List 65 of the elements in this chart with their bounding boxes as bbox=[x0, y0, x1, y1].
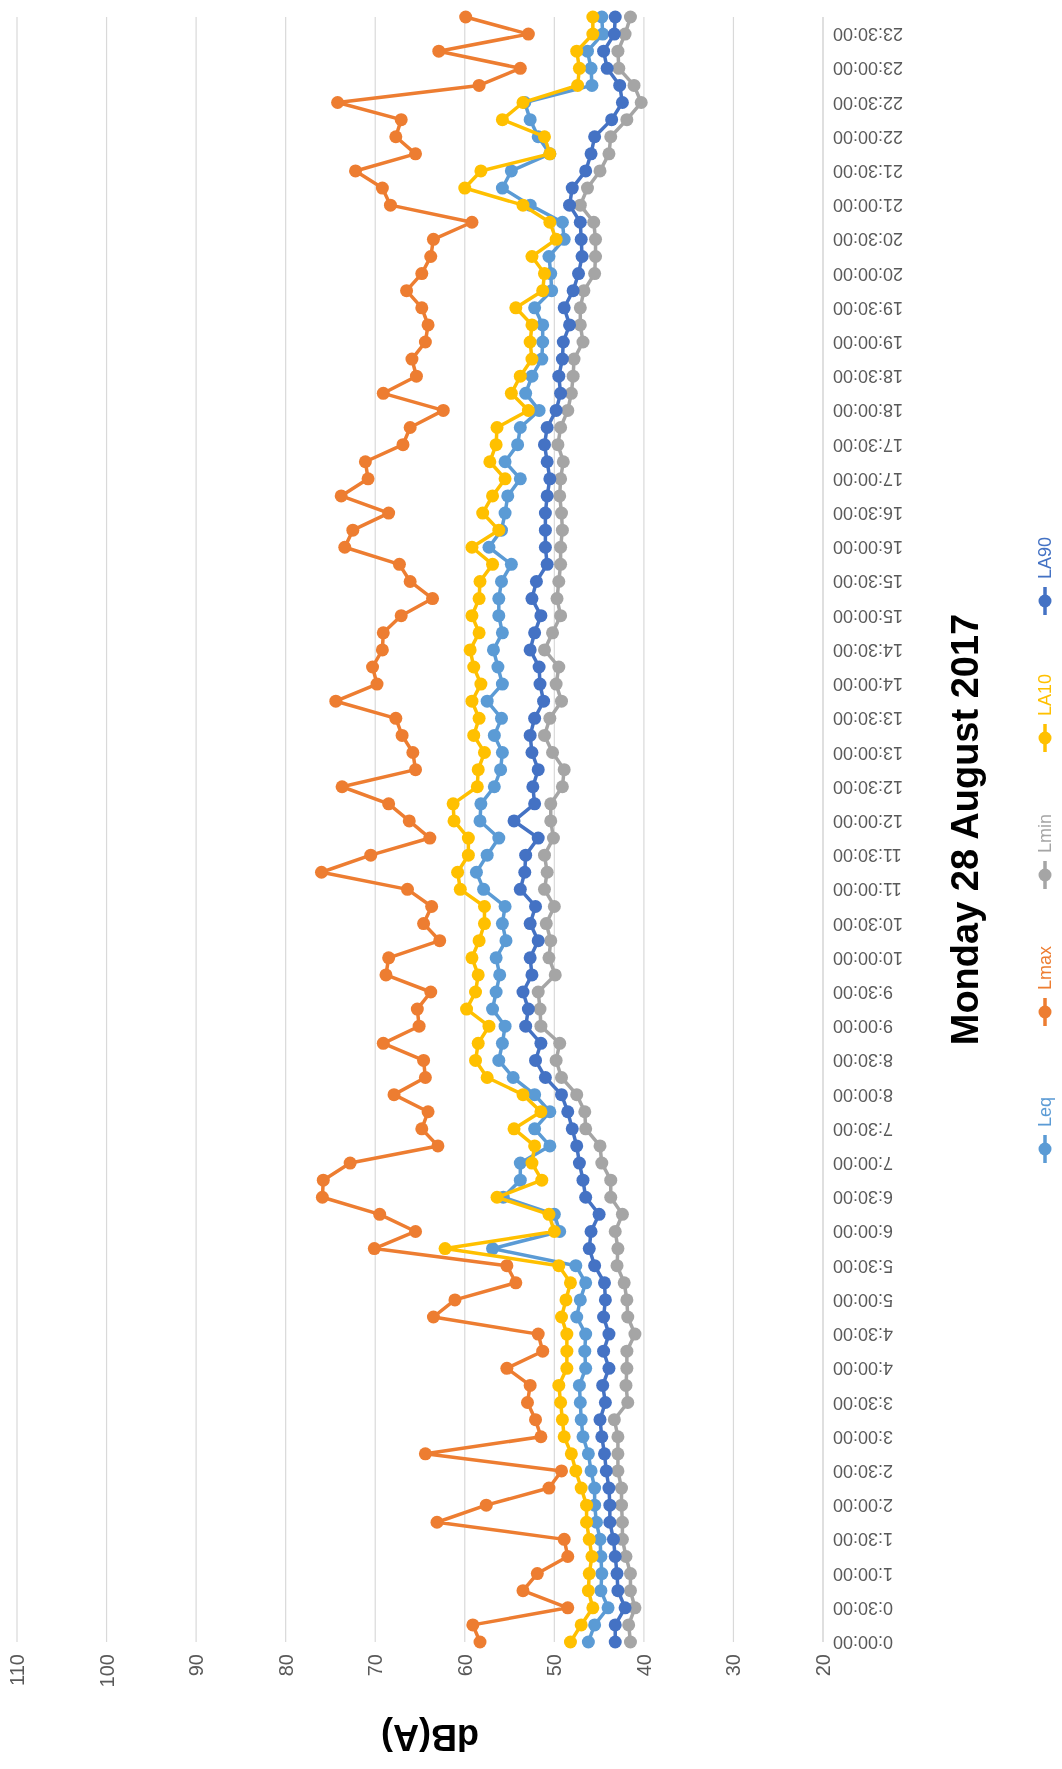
y-tick-label: 4:00:00 bbox=[833, 1358, 894, 1379]
y-tick-label: 23:00:00 bbox=[833, 58, 904, 79]
x-tick-label: 100 bbox=[95, 1654, 118, 1688]
x-tick-label: 80 bbox=[274, 1654, 297, 1677]
y-tick-label: 11:30:00 bbox=[833, 845, 902, 866]
y-tick-label: 20:30:00 bbox=[833, 229, 904, 250]
y-tick-label: 5:30:00 bbox=[833, 1255, 894, 1276]
y-tick-label: 18:00:00 bbox=[833, 400, 904, 421]
y-tick-label: 16:30:00 bbox=[833, 503, 904, 524]
x-tick-label: 70 bbox=[364, 1654, 387, 1677]
y-tick-label: 14:00:00 bbox=[833, 674, 904, 695]
y-tick-label: 17:30:00 bbox=[833, 434, 904, 455]
x-tick-label: 90 bbox=[185, 1654, 208, 1677]
text: Lmax bbox=[1035, 945, 1055, 990]
text: LA10 bbox=[1035, 673, 1055, 716]
y-tick-label: 12:00:00 bbox=[833, 810, 904, 831]
y-tick-label: 3:00:00 bbox=[833, 1426, 894, 1447]
x-tick-label: 30 bbox=[722, 1654, 745, 1677]
y-tick-label: 1:30:00 bbox=[833, 1529, 894, 1550]
y-tick-label: 10:30:00 bbox=[833, 913, 904, 934]
y-tick-label: 6:30:00 bbox=[833, 1187, 894, 1208]
y-tick-label: 0:00:00 bbox=[833, 1632, 894, 1652]
y-tick-label: 1:00:00 bbox=[833, 1563, 894, 1584]
y-tick-label: 15:30:00 bbox=[833, 571, 904, 592]
y-tick-label: 21:00:00 bbox=[833, 195, 904, 216]
y-tick-label: 22:00:00 bbox=[833, 126, 904, 147]
y-tick-label: 9:30:00 bbox=[833, 982, 894, 1002]
y-tick-label: 9:00:00 bbox=[833, 1016, 894, 1037]
text: LA90 bbox=[1035, 536, 1055, 579]
y-tick-label: 20:00:00 bbox=[833, 263, 904, 284]
y-tick-label: 4:30:00 bbox=[833, 1324, 894, 1345]
y-tick-label: 14:30:00 bbox=[833, 639, 904, 660]
x-tick-label: 50 bbox=[543, 1654, 566, 1677]
text: Monday 28 August 2017 bbox=[944, 613, 986, 1046]
y-tick-label: 18:30:00 bbox=[833, 366, 904, 387]
x-tick-label: 60 bbox=[453, 1654, 476, 1677]
y-tick-label: 22:30:00 bbox=[833, 92, 904, 113]
y-tick-label: 13:00:00 bbox=[833, 742, 904, 763]
y-tick-label: 11:00:00 bbox=[833, 879, 902, 900]
text: Lmin bbox=[1035, 813, 1055, 853]
x-tick-label: 110 bbox=[6, 1654, 28, 1686]
y-tick-label: 16:00:00 bbox=[833, 537, 904, 558]
y-tick-label: 17:00:00 bbox=[833, 468, 904, 489]
y-tick-label: 15:00:00 bbox=[833, 605, 904, 626]
y-tick-label: 13:30:00 bbox=[833, 708, 904, 729]
y-tick-label: 10:00:00 bbox=[833, 947, 904, 968]
y-tick-label: 12:30:00 bbox=[833, 776, 904, 797]
text: Leq bbox=[1035, 1096, 1055, 1127]
y-tick-label: 5:00:00 bbox=[833, 1289, 894, 1310]
y-tick-label: 6:00:00 bbox=[833, 1221, 894, 1242]
y-tick-label: 3:30:00 bbox=[833, 1392, 894, 1413]
y-tick-label: 7:00:00 bbox=[833, 1153, 894, 1174]
y-tick-label: 23:30:00 bbox=[833, 24, 904, 45]
x-tick-label: 20 bbox=[812, 1654, 834, 1677]
y-tick-label: 2:00:00 bbox=[833, 1495, 894, 1516]
y-tick-label: 7:30:00 bbox=[833, 1118, 894, 1139]
x-tick-label: 40 bbox=[632, 1654, 655, 1677]
y-tick-label: 2:30:00 bbox=[833, 1460, 894, 1481]
y-tick-label: 8:00:00 bbox=[833, 1084, 894, 1105]
y-tick-label: 19:30:00 bbox=[833, 297, 904, 318]
x-axis-title: dB(A) bbox=[381, 1716, 479, 1758]
y-tick-label: 8:30:00 bbox=[833, 1050, 894, 1071]
y-tick-label: 0:30:00 bbox=[833, 1597, 894, 1618]
y-tick-label: 21:30:00 bbox=[833, 160, 904, 181]
y-tick-label: 19:00:00 bbox=[833, 332, 904, 352]
